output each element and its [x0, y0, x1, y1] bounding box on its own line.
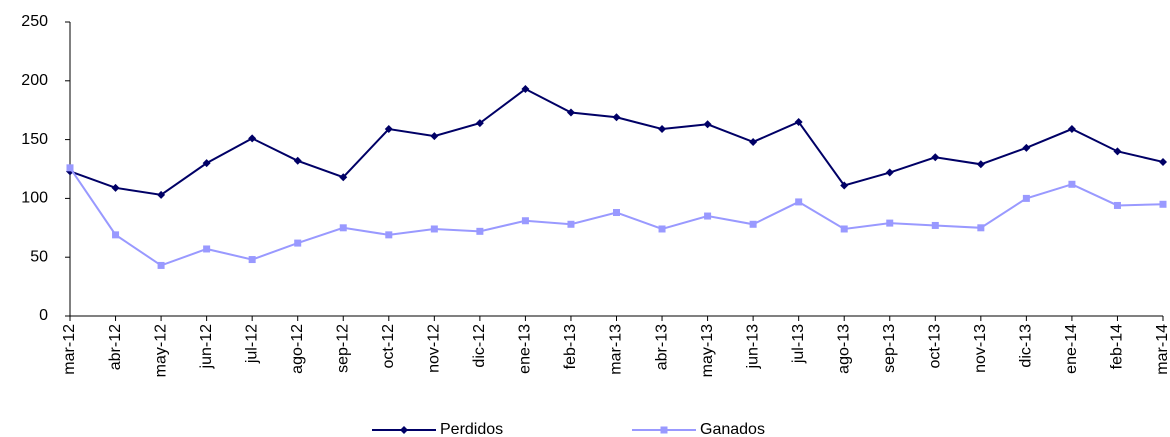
y-tick-label: 0 — [39, 307, 48, 324]
x-tick-label: dic-13 — [1018, 324, 1035, 368]
marker — [566, 108, 575, 117]
y-tick-label: 250 — [21, 13, 48, 30]
x-tick-label: mar-13 — [608, 324, 625, 375]
x-tick-label: feb-14 — [1109, 324, 1126, 369]
marker — [658, 125, 667, 134]
y-tick-label: 50 — [30, 248, 48, 265]
marker — [294, 239, 302, 247]
y-tick-label: 100 — [21, 190, 48, 207]
marker — [203, 245, 211, 253]
x-tick-label: ago-13 — [835, 324, 852, 374]
marker — [430, 132, 439, 141]
x-tick-label: jul-12 — [243, 324, 260, 364]
y-tick-label: 150 — [21, 131, 48, 148]
marker — [931, 221, 939, 229]
marker — [613, 209, 620, 217]
marker — [475, 119, 484, 128]
x-tick-label: sep-12 — [334, 324, 351, 373]
marker — [1113, 147, 1122, 156]
x-tick-label: nov-13 — [972, 324, 989, 373]
x-tick-label: mar-12 — [61, 324, 78, 375]
x-tick-label: jun-13 — [744, 324, 761, 370]
marker — [840, 225, 848, 233]
marker — [567, 220, 575, 228]
marker — [612, 113, 621, 122]
marker — [1159, 157, 1167, 166]
x-tick-label: nov-12 — [426, 324, 443, 373]
series-line — [69, 167, 1164, 267]
marker — [385, 231, 393, 239]
x-tick-label: ago-12 — [289, 324, 306, 374]
marker — [658, 225, 666, 233]
x-tick-label: sep-13 — [881, 324, 898, 373]
marker — [430, 225, 438, 233]
marker — [840, 181, 849, 190]
x-tick-label: may-13 — [699, 324, 716, 377]
marker — [749, 220, 757, 228]
x-tick-label: feb-13 — [562, 324, 579, 369]
marker — [521, 217, 529, 225]
marker — [111, 183, 120, 192]
x-tick-label: jul-13 — [790, 324, 807, 364]
x-tick-label: ene-14 — [1063, 324, 1080, 374]
marker — [339, 224, 347, 232]
marker — [1113, 201, 1121, 209]
marker — [703, 120, 712, 129]
legend-label: Ganados — [700, 421, 765, 437]
marker — [293, 156, 302, 165]
x-tick-label: abr-13 — [653, 324, 670, 370]
series-line — [69, 87, 1164, 196]
marker — [202, 159, 211, 168]
marker — [885, 168, 894, 177]
marker — [1068, 180, 1076, 188]
marker — [795, 198, 803, 206]
marker — [1022, 143, 1031, 152]
x-tick-label: may-12 — [152, 324, 169, 377]
marker — [749, 137, 758, 146]
legend-label: Perdidos — [440, 421, 503, 437]
marker — [1067, 125, 1076, 134]
marker — [248, 134, 257, 143]
legend-marker — [400, 426, 408, 434]
marker — [248, 256, 256, 264]
marker — [157, 190, 166, 199]
x-tick-label: dic-12 — [471, 324, 488, 368]
x-tick-label: ene-13 — [517, 324, 534, 374]
x-tick-label: abr-12 — [107, 324, 124, 370]
marker — [384, 125, 393, 134]
marker — [339, 173, 348, 182]
marker — [931, 153, 940, 162]
x-tick-label: jun-12 — [198, 324, 215, 370]
marker — [704, 212, 712, 220]
x-tick-label: oct-12 — [380, 324, 397, 369]
y-tick-label: 200 — [21, 72, 48, 89]
marker — [521, 85, 530, 94]
marker — [157, 261, 165, 269]
marker — [886, 219, 894, 227]
legend-marker — [660, 426, 668, 434]
marker — [1022, 194, 1030, 202]
x-tick-label: mar-14 — [1154, 324, 1170, 375]
marker — [976, 160, 985, 169]
marker — [476, 227, 484, 235]
marker — [1159, 200, 1167, 208]
x-tick-label: oct-13 — [927, 324, 944, 369]
marker — [977, 224, 985, 232]
marker — [794, 117, 803, 126]
marker — [66, 164, 74, 172]
marker — [112, 231, 120, 239]
